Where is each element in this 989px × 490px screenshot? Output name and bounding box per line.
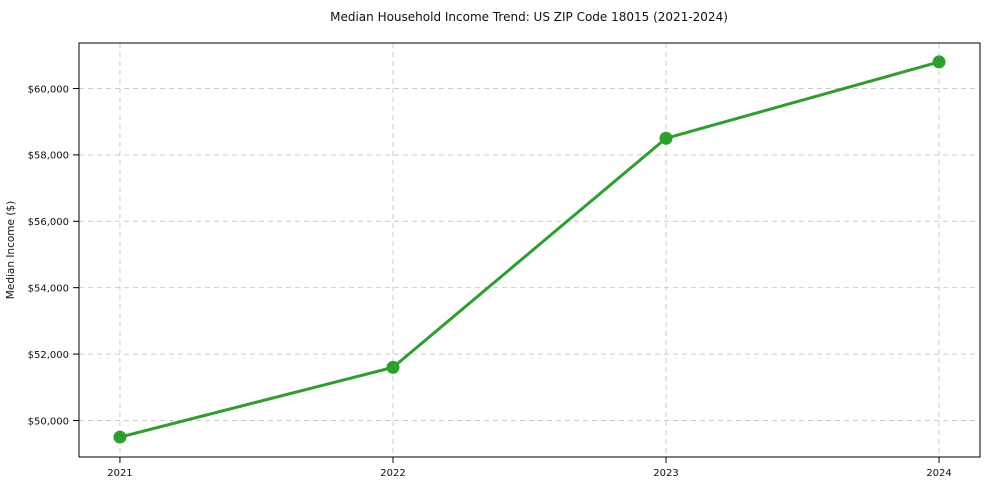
y-tick-label: $52,000 (28, 350, 69, 361)
data-point-2022 (386, 360, 400, 374)
x-tick-label: 2023 (653, 468, 678, 479)
data-point-2023 (659, 131, 673, 145)
data-point-2024 (932, 55, 946, 69)
x-tick-label: 2021 (107, 468, 132, 479)
y-tick-label: $54,000 (28, 283, 69, 294)
y-axis-label: Median Income ($) (5, 201, 17, 299)
y-tick-label: $60,000 (28, 84, 69, 95)
plot-border (78, 42, 981, 458)
x-tick-label: 2022 (380, 468, 405, 479)
gridlines-layer (79, 43, 980, 457)
x-tick-label: 2024 (926, 468, 951, 479)
data-point-2021 (113, 430, 127, 444)
y-tick-label: $56,000 (28, 217, 69, 228)
trend-line (118, 60, 941, 439)
chart-title: Median Household Income Trend: US ZIP Co… (330, 10, 728, 24)
data-series-layer (113, 55, 946, 444)
axes-layer: $50,000 $52,000 $54,000 $56,000 $58,000 $60,0… (28, 42, 981, 479)
y-tick-label: $58,000 (28, 151, 69, 162)
y-tick-label: $50,000 (28, 416, 69, 427)
